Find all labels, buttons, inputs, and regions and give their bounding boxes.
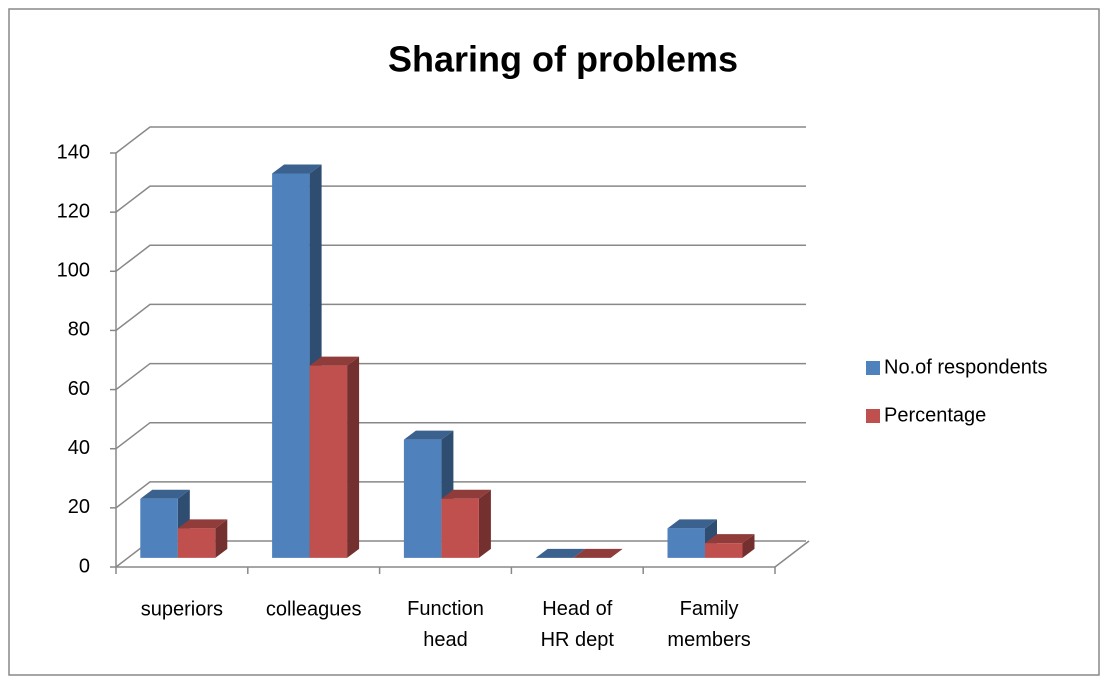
grid-line [115, 303, 806, 332]
y-tick-label: 140 [57, 141, 90, 163]
bar [535, 548, 586, 558]
bar-top [309, 356, 360, 366]
floor-edge [774, 540, 810, 568]
bar-top [140, 489, 190, 499]
y-tick-label: 0 [79, 555, 90, 577]
legend-label: Percentage [884, 404, 986, 426]
chart-title: Sharing of problems [388, 39, 738, 80]
x-tick-label: superiors [141, 598, 223, 620]
bar [441, 489, 491, 558]
bar-top [535, 548, 586, 558]
y-tick-label: 120 [57, 200, 90, 222]
bar-side [215, 519, 228, 558]
y-tick-label: 100 [57, 260, 90, 282]
bar-side [347, 356, 360, 558]
bar-top [272, 164, 322, 174]
grid-line [115, 481, 806, 509]
bar-front [403, 439, 442, 558]
bar-front [309, 365, 348, 558]
grid-line [115, 126, 806, 154]
bar-front [667, 528, 705, 558]
y-tick-label: 40 [68, 437, 90, 459]
bar-front [705, 543, 743, 558]
bar-top [177, 519, 228, 529]
y-tick-label: 20 [68, 496, 90, 518]
x-tick-label: Function head [407, 598, 484, 651]
legend-swatch [866, 361, 880, 375]
x-tick-label: Head of HR dept [541, 598, 615, 651]
bar-top [667, 519, 717, 529]
grid-line [115, 244, 806, 272]
bar-top [441, 489, 491, 499]
bar-top [705, 534, 755, 544]
bar-top [403, 430, 454, 440]
legend-label: No.of respondents [884, 356, 1047, 378]
bar-top [573, 548, 623, 558]
x-tick-label: colleagues [266, 598, 362, 620]
bar-front [441, 498, 479, 558]
bar-side [742, 534, 755, 558]
bar-side [478, 489, 491, 558]
bar [177, 519, 228, 558]
grid-line [115, 421, 806, 450]
bar-front [140, 498, 178, 558]
legend-swatch [866, 409, 880, 423]
bar [573, 548, 623, 558]
chart-border [8, 8, 1100, 676]
bar [705, 534, 755, 558]
bar [309, 356, 360, 558]
grid-line [115, 185, 806, 213]
grid-line [115, 362, 806, 391]
bar-front [177, 528, 216, 558]
y-tick-label: 80 [68, 319, 90, 341]
x-tick-label: Family members [667, 598, 750, 651]
y-tick-label: 60 [68, 378, 90, 400]
bar-front [272, 173, 310, 558]
